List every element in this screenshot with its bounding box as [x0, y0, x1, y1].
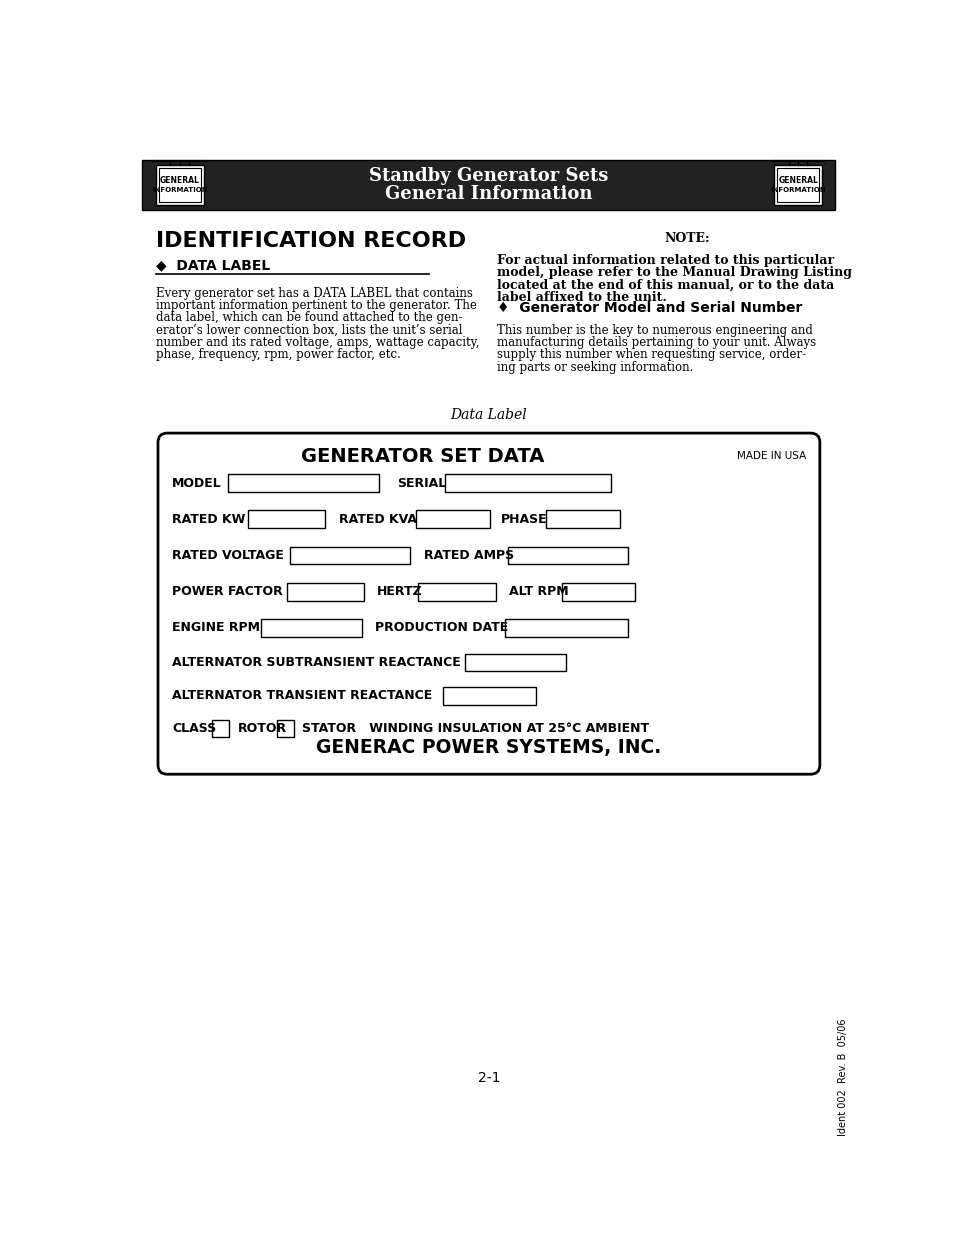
Text: MADE IN USA: MADE IN USA [736, 451, 805, 461]
Text: Data Label: Data Label [450, 409, 527, 422]
Text: RATED AMPS: RATED AMPS [423, 550, 514, 562]
Text: supply this number when requesting service, order-: supply this number when requesting servi… [497, 348, 805, 362]
Text: phase, frequency, rpm, power factor, etc.: phase, frequency, rpm, power factor, etc… [155, 348, 400, 362]
Bar [443, 687, 536, 704]
Text: General Information: General Information [385, 185, 592, 203]
Text: GENERAL: GENERAL [159, 177, 199, 185]
Text: ◆  DATA LABEL: ◆ DATA LABEL [155, 258, 270, 272]
Bar [444, 474, 611, 492]
Bar [286, 583, 364, 600]
Text: label affixed to the unit.: label affixed to the unit. [497, 290, 666, 304]
Bar [773, 164, 821, 205]
Text: manufacturing details pertaining to your unit. Always: manufacturing details pertaining to your… [497, 336, 815, 350]
Bar [464, 653, 565, 672]
Text: STATOR   WINDING INSULATION AT 25°C AMBIENT: STATOR WINDING INSULATION AT 25°C AMBIEN… [302, 722, 649, 735]
Text: For actual information related to this particular: For actual information related to this p… [497, 253, 833, 267]
Text: ♦  Generator Model and Serial Number: ♦ Generator Model and Serial Number [497, 301, 801, 315]
Text: IDENTIFICATION RECORD: IDENTIFICATION RECORD [155, 231, 465, 251]
Bar [546, 510, 619, 529]
Text: HERTZ: HERTZ [377, 585, 422, 598]
Text: CLASS: CLASS [172, 722, 216, 735]
Text: ALTERNATOR TRANSIENT REACTANCE: ALTERNATOR TRANSIENT REACTANCE [172, 689, 432, 703]
Text: PHASE: PHASE [500, 513, 547, 526]
Text: located at the end of this manual, or to the data: located at the end of this manual, or to… [497, 278, 833, 291]
Text: 2-1: 2-1 [477, 1071, 499, 1084]
Text: NOTE:: NOTE: [664, 232, 710, 245]
Text: model, please refer to the Manual Drawing Listing: model, please refer to the Manual Drawin… [497, 266, 851, 279]
Bar [777, 168, 819, 201]
Text: PRODUCTION DATE: PRODUCTION DATE [375, 621, 508, 635]
Text: INFORMATION: INFORMATION [769, 188, 825, 193]
Bar [290, 547, 410, 564]
Text: ROTOR: ROTOR [237, 722, 287, 735]
Text: INFORMATION: INFORMATION [152, 188, 208, 193]
Text: GENERATOR SET DATA: GENERATOR SET DATA [301, 447, 544, 466]
Text: Standby Generator Sets: Standby Generator Sets [369, 167, 608, 185]
Bar [416, 510, 489, 529]
Bar [418, 583, 496, 600]
Text: number and its rated voltage, amps, wattage capacity,: number and its rated voltage, amps, watt… [155, 336, 478, 350]
Text: important information pertinent to the generator. The: important information pertinent to the g… [155, 299, 476, 312]
Text: ALT RPM: ALT RPM [509, 585, 568, 598]
Text: ALTERNATOR SUBTRANSIENT REACTANCE: ALTERNATOR SUBTRANSIENT REACTANCE [172, 656, 460, 669]
Bar [228, 474, 378, 492]
Bar [261, 619, 361, 637]
Bar [505, 619, 627, 637]
Bar [142, 159, 835, 210]
Text: ENGINE RPM: ENGINE RPM [172, 621, 259, 635]
Text: erator’s lower connection box, lists the unit’s serial: erator’s lower connection box, lists the… [155, 324, 461, 337]
Bar [212, 720, 229, 737]
Text: RATED KW: RATED KW [172, 513, 245, 526]
Text: ing parts or seeking information.: ing parts or seeking information. [497, 361, 692, 374]
Bar [158, 168, 200, 201]
Text: Ident 002  Rev. B  05/06: Ident 002 Rev. B 05/06 [837, 1019, 847, 1136]
Bar [507, 547, 627, 564]
Text: RATED VOLTAGE: RATED VOLTAGE [172, 550, 284, 562]
Bar [248, 510, 325, 529]
Text: GENERAL: GENERAL [778, 177, 818, 185]
FancyBboxPatch shape [158, 433, 819, 774]
Text: This number is the key to numerous engineering and: This number is the key to numerous engin… [497, 324, 812, 337]
Bar [155, 164, 204, 205]
Bar [276, 720, 294, 737]
Text: SERIAL: SERIAL [396, 477, 445, 489]
Text: RATED KVA: RATED KVA [338, 513, 416, 526]
Text: MODEL: MODEL [172, 477, 221, 489]
Text: POWER FACTOR: POWER FACTOR [172, 585, 282, 598]
Text: GENERAC POWER SYSTEMS, INC.: GENERAC POWER SYSTEMS, INC. [316, 737, 660, 757]
Text: data label, which can be found attached to the gen-: data label, which can be found attached … [155, 311, 461, 325]
Bar [561, 583, 635, 600]
Text: Every generator set has a DATA LABEL that contains: Every generator set has a DATA LABEL tha… [155, 287, 472, 300]
